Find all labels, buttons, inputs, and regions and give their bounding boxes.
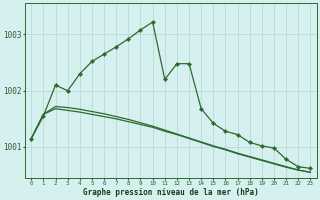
X-axis label: Graphe pression niveau de la mer (hPa): Graphe pression niveau de la mer (hPa)	[83, 188, 259, 197]
